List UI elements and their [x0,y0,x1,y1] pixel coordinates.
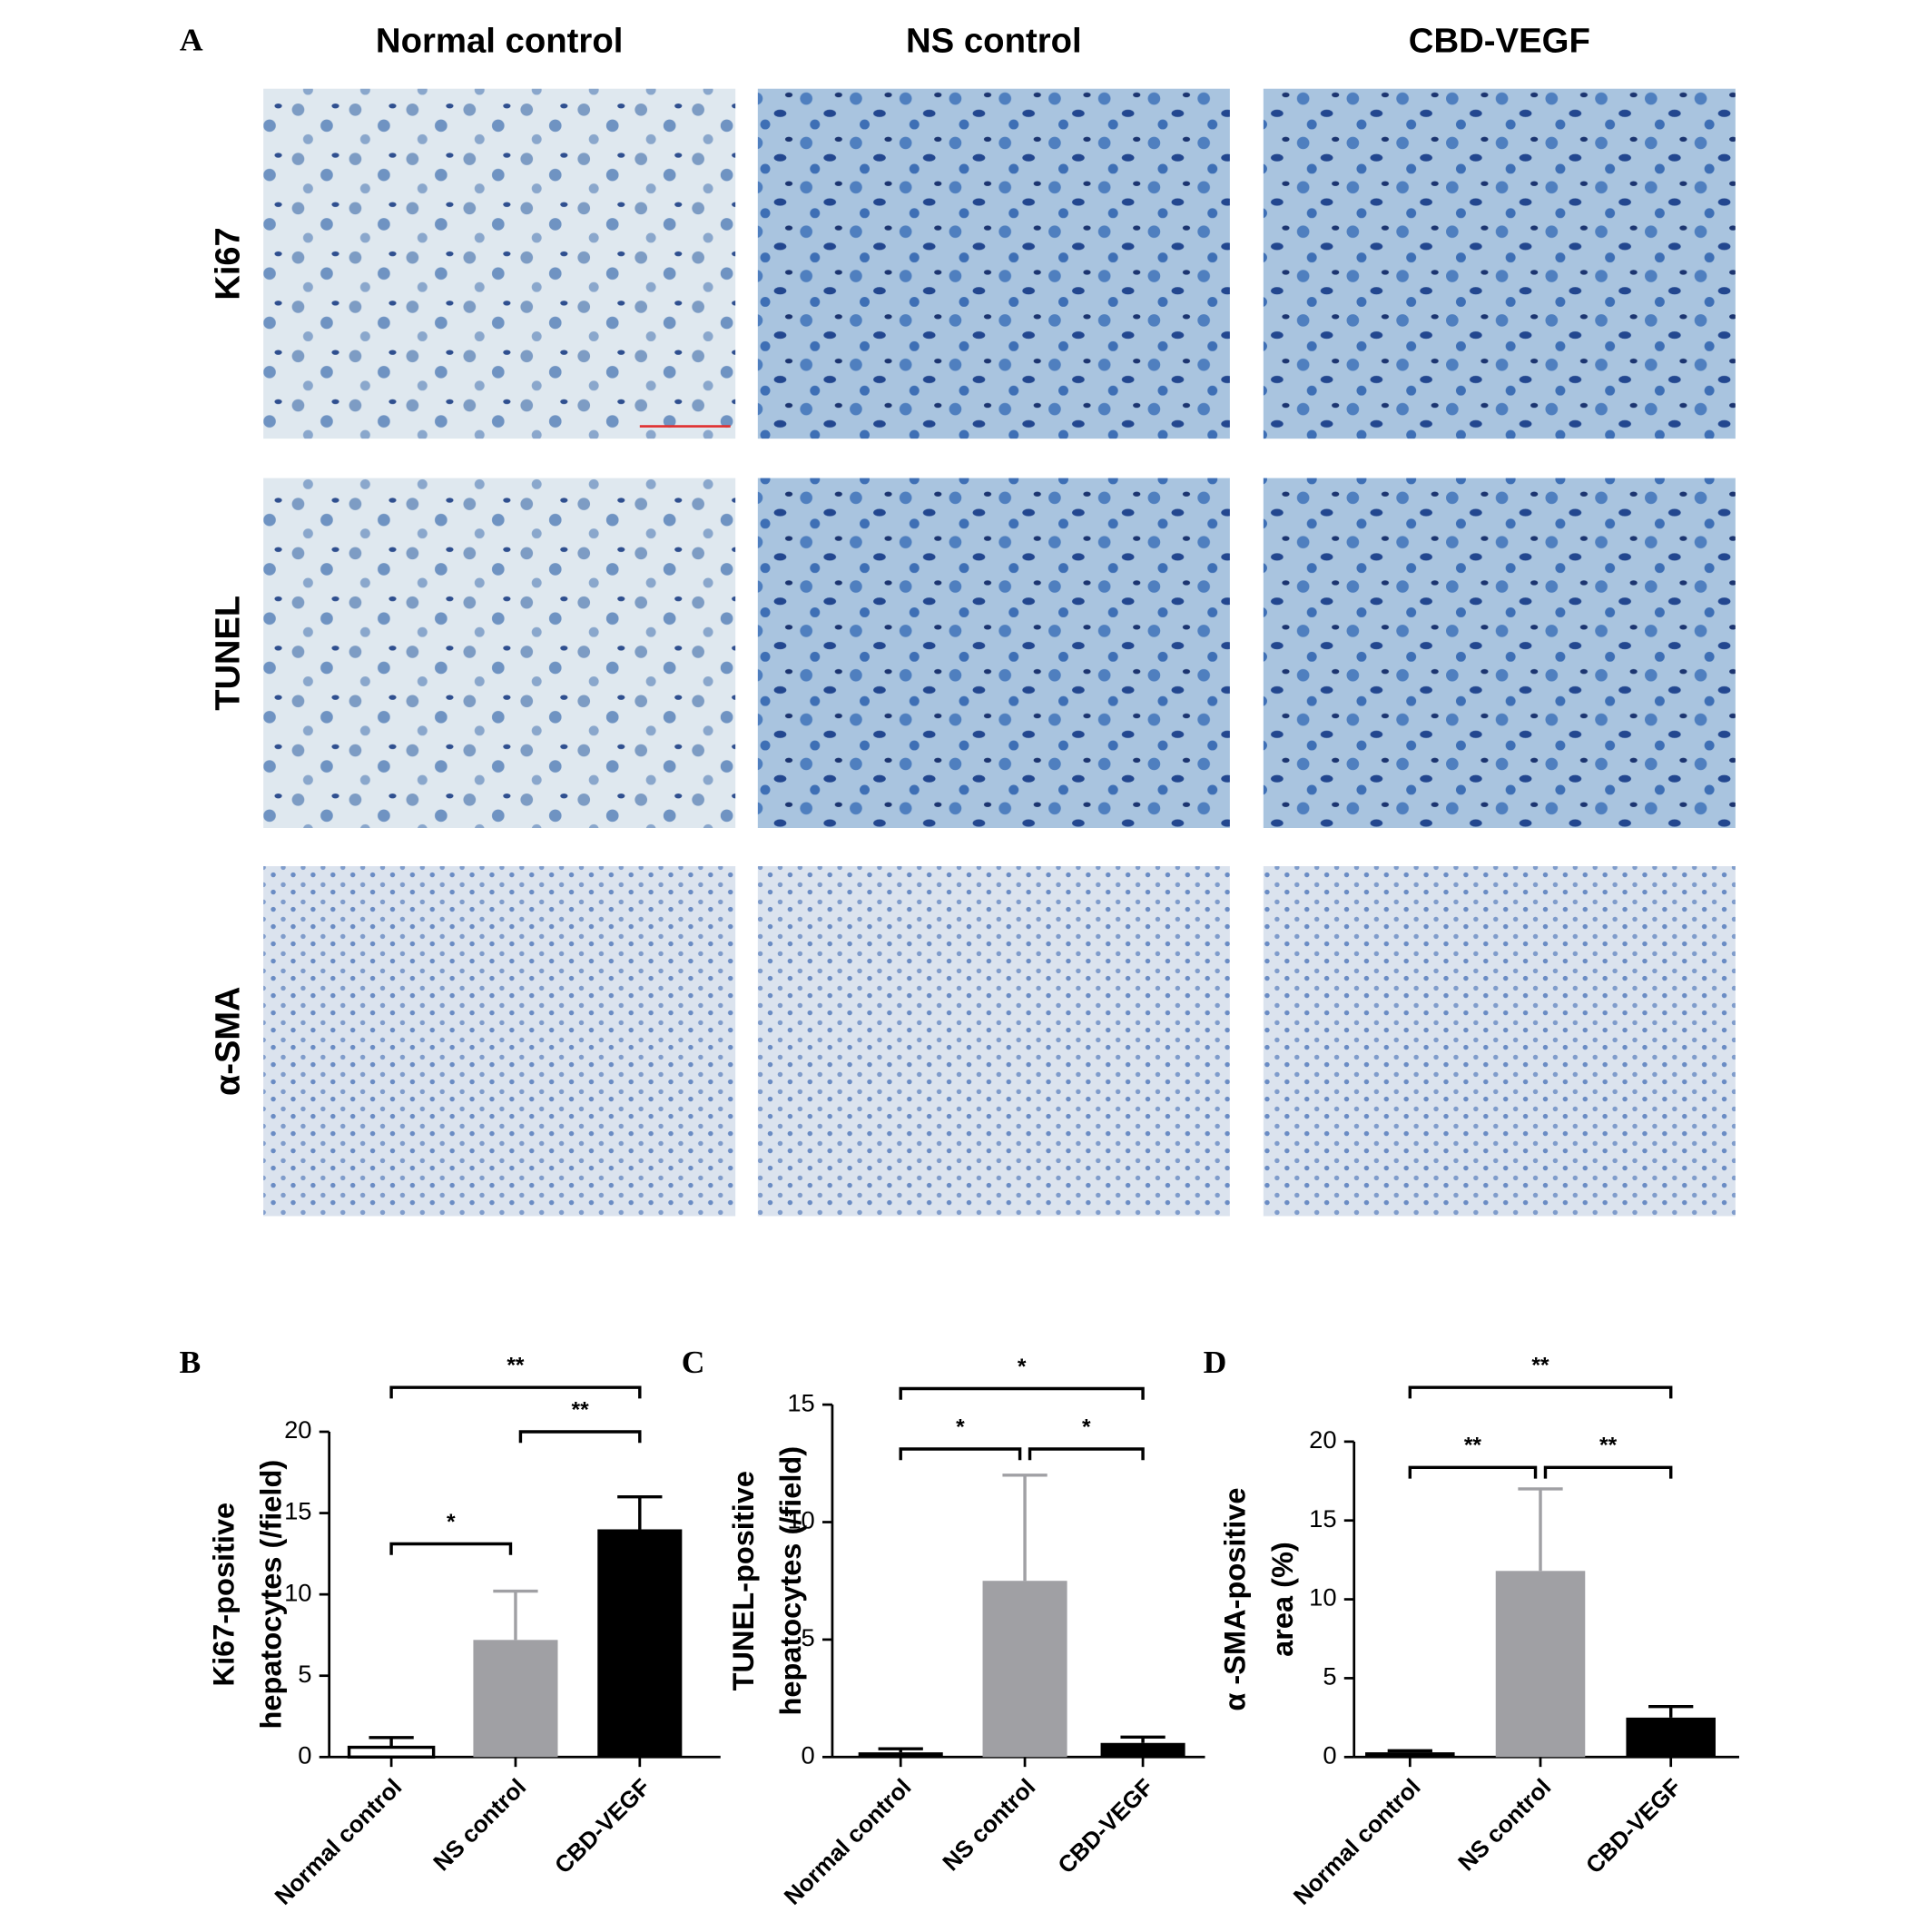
bar [1495,1571,1586,1758]
significance-bracket [389,1542,513,1555]
column-header: NS control [906,22,1082,61]
y-tick-label: 20 [284,1415,311,1444]
y-tick-label: 0 [1323,1741,1336,1769]
x-tick-label: Normal control [271,1774,408,1909]
y-axis-label: Ki67-positive [207,1503,241,1687]
row-label: TUNEL [208,596,247,711]
significance-label: ** [1464,1434,1482,1458]
significance-bracket [1543,1465,1673,1479]
significance-bracket [1408,1465,1538,1479]
column-header: CBD-VEGF [1409,22,1590,61]
row-label: Ki67 [208,227,247,300]
y-axis-label: area (%) [1265,1542,1299,1657]
significance-label: * [956,1414,965,1439]
micrograph [1263,478,1736,828]
bar [597,1529,683,1758]
y-axis-label: α -SMA-positive [1218,1488,1252,1711]
micrograph [263,866,736,1217]
micrograph [1263,88,1736,439]
y-tick-label: 5 [1323,1662,1336,1690]
x-tick-label: Normal control [780,1774,917,1909]
bar [473,1640,558,1758]
bar [1100,1742,1185,1758]
micrograph [757,88,1230,439]
significance-label: ** [1599,1434,1618,1458]
significance-label: * [1018,1355,1027,1379]
significance-bracket [389,1385,642,1399]
micrograph [757,866,1230,1217]
x-tick-label: NS control [1454,1774,1557,1876]
bar [347,1745,436,1759]
x-tick-label: CBD-VEGF [1581,1774,1687,1878]
y-axis-label: TUNEL-positive [726,1471,760,1690]
x-tick-label: NS control [429,1774,532,1876]
micrograph [1263,866,1736,1217]
x-tick-label: Normal control [1289,1774,1426,1909]
significance-bracket [1028,1447,1145,1461]
micrograph [263,88,736,439]
significance-label: * [447,1510,456,1534]
panel-label: D [1204,1344,1227,1380]
y-tick-label: 10 [284,1578,311,1606]
y-axis-label: hepatocytes (/field) [254,1460,288,1730]
y-tick-label: 10 [1309,1583,1336,1612]
bar [1626,1717,1716,1758]
micrograph [263,478,736,828]
significance-label: ** [507,1354,525,1378]
bar [982,1581,1067,1758]
y-tick-label: 15 [1309,1504,1336,1533]
y-tick-label: 15 [787,1388,814,1416]
significance-label: ** [572,1397,590,1422]
significance-bracket [1408,1385,1673,1399]
panel-label: C [682,1344,705,1380]
significance-bracket [518,1430,642,1444]
y-tick-label: 5 [298,1660,311,1688]
row-label: α-SMA [208,987,247,1096]
significance-label: * [1082,1414,1091,1439]
significance-bracket [899,1386,1145,1400]
y-tick-label: 0 [298,1741,311,1769]
y-axis-label: hepatocytes (/field) [773,1446,807,1716]
bar [1365,1752,1455,1758]
panel-label: A [180,22,203,58]
x-tick-label: CBD-VEGF [1054,1774,1159,1878]
y-tick-label: 10 [787,1506,814,1534]
y-tick-label: 15 [284,1497,311,1525]
column-header: Normal control [376,22,624,61]
x-tick-label: CBD-VEGF [550,1774,655,1878]
significance-bracket [899,1447,1022,1461]
y-tick-label: 5 [802,1623,815,1651]
micrographs [263,88,1736,1217]
x-tick-label: NS control [939,1774,1041,1876]
significance-label: ** [1531,1354,1549,1378]
panel-label: B [180,1344,202,1380]
y-tick-label: 20 [1309,1425,1336,1454]
y-tick-label: 0 [802,1741,815,1769]
micrograph [757,478,1230,828]
bar [858,1752,943,1758]
